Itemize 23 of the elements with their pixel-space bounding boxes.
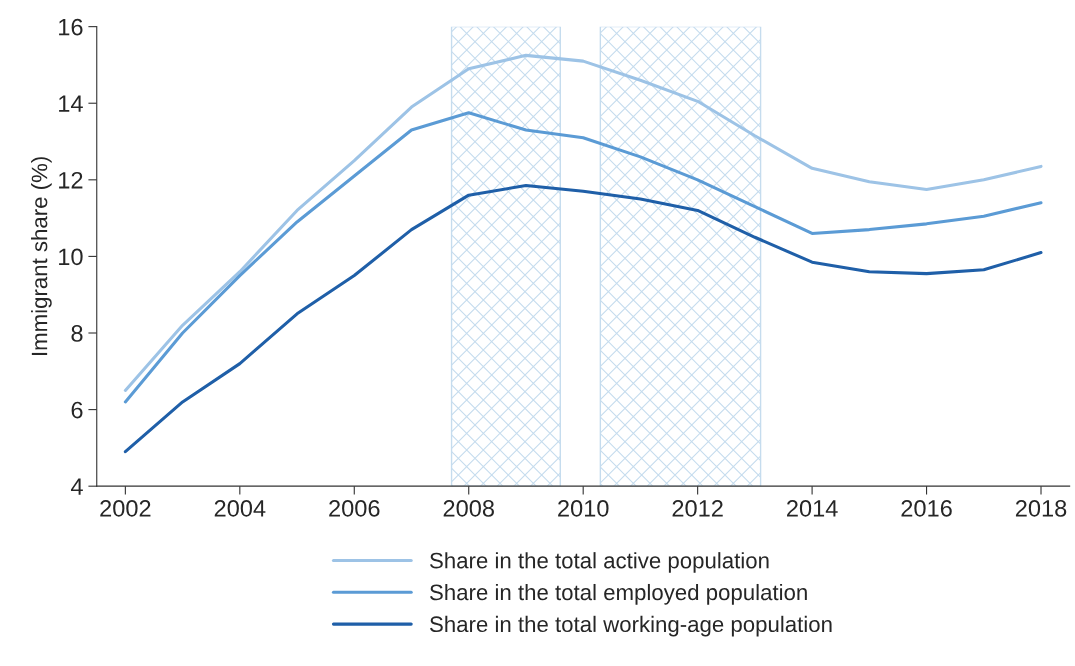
legend-label: Share in the total active population [430, 552, 769, 573]
y-tick-label: 4 [70, 478, 83, 495]
x-tick-label: 2012 [672, 500, 723, 517]
x-tick-label: 2004 [214, 500, 266, 517]
x-tick-label: 2018 [1015, 500, 1067, 517]
x-tick-label: 2016 [901, 500, 952, 517]
legend-label: Share in the total employed population [430, 583, 807, 605]
x-tick-label: 2006 [329, 500, 380, 517]
y-axis-title: Immigrant share (%) [31, 157, 52, 355]
y-tick-label: 8 [71, 325, 83, 342]
y-tick-label: 6 [71, 401, 83, 419]
y-tick-label: 16 [59, 18, 83, 36]
x-tick-label: 2010 [558, 500, 609, 517]
x-tick-label: 2002 [100, 500, 151, 517]
line-series [123, 111, 1043, 404]
x-tick-label: 2008 [443, 500, 494, 517]
line-series [123, 53, 1043, 392]
legend-label: Share in the total working-age population [430, 615, 832, 637]
x-tick-label: 2014 [787, 500, 838, 517]
y-tick-label: 12 [59, 171, 83, 189]
y-tick-label: 14 [59, 95, 83, 112]
y-tick-label: 10 [59, 248, 83, 266]
line-series [123, 184, 1043, 454]
